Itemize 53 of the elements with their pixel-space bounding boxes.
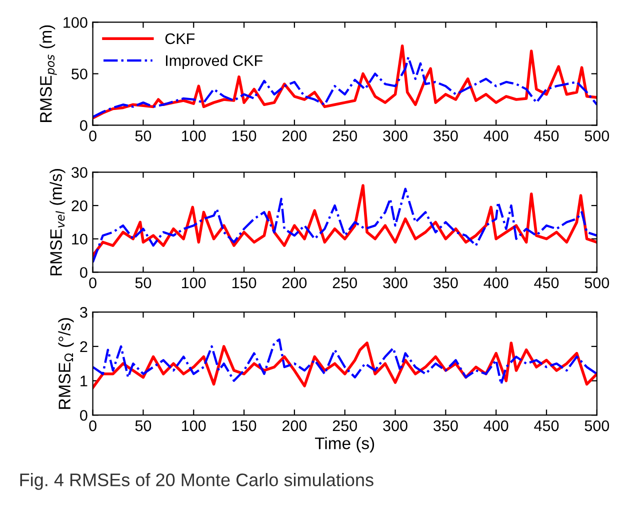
caption: Fig. 4 RMSEs of 20 Monte Carlo simulations bbox=[20, 473, 374, 490]
y-tick-label: 10 bbox=[72, 234, 88, 245]
y-tick-label: 1 bbox=[80, 376, 88, 386]
x-tick-label: 350 bbox=[434, 420, 458, 432]
x-tick-label: 300 bbox=[383, 420, 408, 432]
y-tick-label: 100 bbox=[64, 17, 88, 28]
x-tick-label: 0 bbox=[89, 130, 96, 142]
x-tick-label: 450 bbox=[534, 420, 559, 432]
x-axis-title: Time (s) bbox=[314, 436, 374, 453]
x-tick-label: 150 bbox=[232, 420, 256, 432]
x-tick-label: 300 bbox=[383, 277, 408, 288]
x-tick-label: 50 bbox=[135, 277, 152, 288]
x-tick-label: 450 bbox=[534, 130, 559, 142]
x-tick-label: 150 bbox=[232, 130, 256, 142]
x-tick-label: 100 bbox=[182, 277, 206, 288]
x-tick-label: 0 bbox=[89, 420, 96, 432]
line-series bbox=[92, 44, 597, 120]
y-tick-label: 20 bbox=[72, 200, 88, 212]
x-tick-label: 100 bbox=[182, 420, 206, 432]
y-tick-label: 2 bbox=[80, 341, 88, 352]
y-axis-title: RMSE$_{pos}$ (m) bbox=[40, 25, 57, 122]
x-tick-label: 500 bbox=[584, 130, 610, 142]
x-tick-label: 200 bbox=[282, 277, 307, 288]
x-tick-label: 250 bbox=[332, 420, 357, 432]
x-tick-label: 150 bbox=[232, 277, 256, 288]
y-axis-title: RMSE$_{Ω}$ (°/s) bbox=[58, 318, 74, 409]
legend-label: Improved CKF bbox=[166, 54, 262, 70]
x-tick-label: 350 bbox=[434, 130, 458, 142]
y-tick-label: 0 bbox=[80, 410, 88, 421]
x-tick-label: 400 bbox=[484, 130, 508, 142]
x-tick-label: 0 bbox=[89, 277, 96, 288]
x-tick-label: 350 bbox=[434, 277, 458, 288]
x-tick-label: 400 bbox=[484, 277, 508, 288]
x-tick-label: 500 bbox=[584, 277, 610, 288]
y-axis-title: RMSE$_{vel}$ (m/s) bbox=[50, 168, 66, 276]
y-tick-label: 0 bbox=[80, 267, 88, 278]
x-tick-label: 200 bbox=[282, 420, 307, 432]
x-tick-label: 400 bbox=[484, 420, 508, 432]
x-tick-label: 450 bbox=[534, 277, 559, 288]
x-tick-label: 200 bbox=[282, 130, 307, 142]
x-tick-label: 100 bbox=[182, 130, 206, 142]
x-tick-label: 250 bbox=[332, 277, 357, 288]
x-tick-label: 250 bbox=[332, 130, 357, 142]
y-tick-label: 50 bbox=[72, 68, 88, 80]
line-series bbox=[92, 56, 597, 118]
y-tick-label: 3 bbox=[80, 306, 88, 318]
x-tick-label: 300 bbox=[383, 130, 408, 142]
x-tick-label: 500 bbox=[584, 420, 610, 432]
x-tick-label: 50 bbox=[135, 130, 152, 142]
legend-label: CKF bbox=[165, 33, 195, 44]
y-tick-label: 30 bbox=[72, 167, 88, 178]
y-tick-label: 0 bbox=[80, 120, 88, 131]
x-tick-label: 50 bbox=[135, 420, 152, 432]
